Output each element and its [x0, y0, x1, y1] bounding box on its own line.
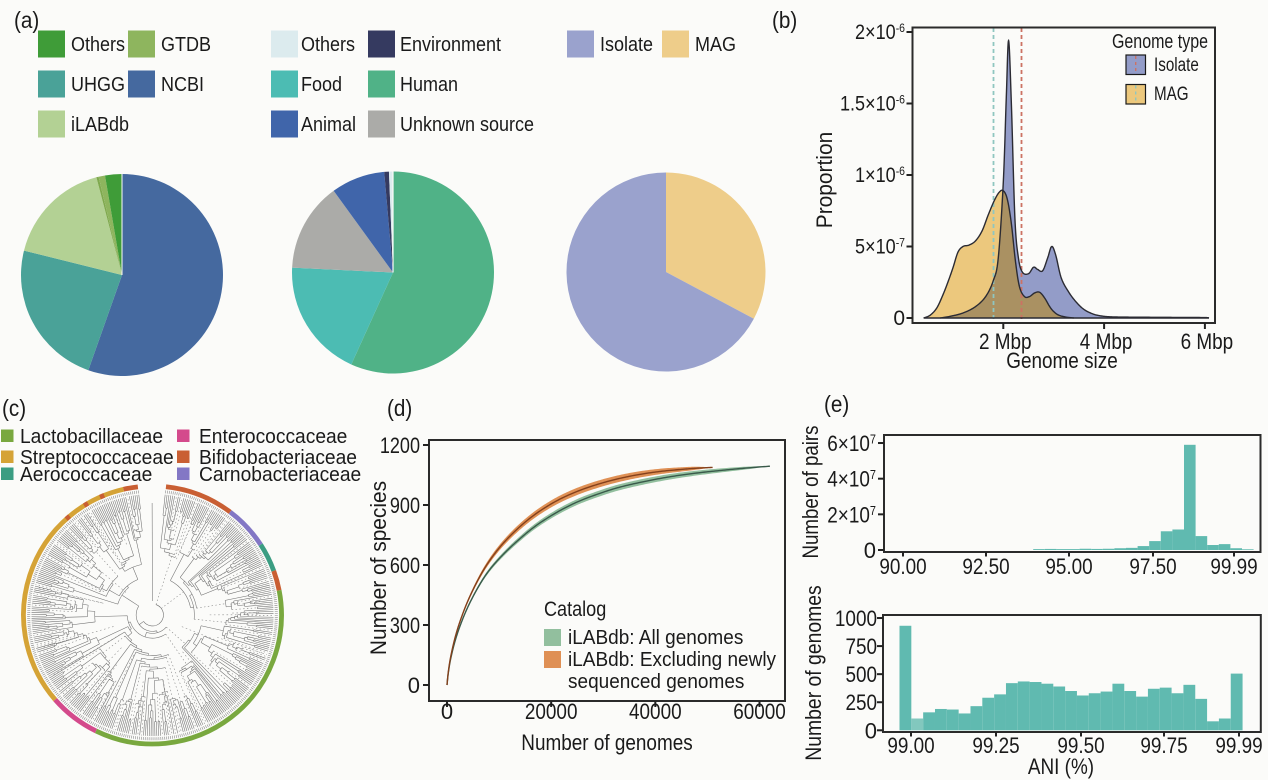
- svg-text:1×10: 1×10: [855, 164, 896, 187]
- svg-text:Catalog: Catalog: [544, 598, 606, 621]
- svg-text:(b): (b): [772, 7, 797, 33]
- svg-text:500: 500: [845, 662, 877, 687]
- svg-text:7: 7: [870, 503, 876, 518]
- svg-text:UHGG: UHGG: [71, 74, 125, 96]
- svg-text:Carnobacteriaceae: Carnobacteriaceae: [199, 464, 361, 486]
- svg-text:Genome size: Genome size: [1006, 348, 1117, 373]
- svg-text:MAG: MAG: [1154, 84, 1189, 105]
- svg-text:Others: Others: [71, 34, 125, 56]
- svg-text:(c): (c): [2, 395, 26, 421]
- svg-text:750: 750: [845, 634, 877, 659]
- svg-text:7: 7: [870, 467, 876, 482]
- svg-text:Animal: Animal: [301, 114, 356, 136]
- svg-text:sequenced genomes: sequenced genomes: [568, 671, 744, 693]
- svg-text:7: 7: [870, 432, 876, 447]
- svg-text:5×10: 5×10: [855, 236, 896, 259]
- svg-text:NCBI: NCBI: [161, 74, 204, 96]
- svg-text:95.00: 95.00: [1045, 554, 1092, 579]
- svg-text:ANI (%): ANI (%): [1028, 754, 1094, 779]
- svg-text:4×10: 4×10: [827, 467, 870, 492]
- svg-text:Lactobacillaceae: Lactobacillaceae: [20, 426, 163, 448]
- svg-text:0: 0: [441, 699, 453, 724]
- svg-text:99.00: 99.00: [887, 733, 934, 758]
- svg-text:(e): (e): [824, 391, 849, 417]
- svg-text:Isolate: Isolate: [600, 34, 653, 56]
- svg-text:Number of pairs: Number of pairs: [798, 425, 823, 558]
- svg-text:60000: 60000: [733, 699, 786, 724]
- svg-text:90.00: 90.00: [879, 554, 926, 579]
- svg-text:-7: -7: [896, 235, 906, 249]
- svg-text:6 Mbp: 6 Mbp: [1181, 329, 1234, 354]
- svg-text:Human: Human: [400, 74, 458, 96]
- svg-text:MAG: MAG: [695, 34, 736, 56]
- svg-text:-6: -6: [896, 92, 906, 106]
- svg-text:Others: Others: [301, 34, 355, 56]
- svg-text:Environment: Environment: [400, 34, 501, 56]
- svg-text:97.50: 97.50: [1129, 554, 1176, 579]
- svg-text:Proportion: Proportion: [812, 132, 837, 228]
- svg-text:Food: Food: [301, 74, 342, 96]
- svg-text:2×10: 2×10: [855, 21, 896, 44]
- svg-text:40000: 40000: [629, 699, 682, 724]
- svg-text:Streptococcaceae: Streptococcaceae: [20, 447, 174, 469]
- svg-text:99.99: 99.99: [1210, 554, 1257, 579]
- svg-text:2×10: 2×10: [827, 502, 870, 527]
- svg-text:Number of genomes: Number of genomes: [521, 730, 692, 755]
- svg-text:GTDB: GTDB: [161, 34, 211, 56]
- svg-text:99.99: 99.99: [1215, 733, 1262, 758]
- svg-text:1200: 1200: [380, 433, 420, 458]
- svg-text:99.75: 99.75: [1140, 733, 1187, 758]
- svg-text:99.25: 99.25: [972, 733, 1019, 758]
- svg-text:1.5×10: 1.5×10: [840, 93, 896, 116]
- svg-text:900: 900: [390, 493, 420, 518]
- svg-text:Aerococcaceae: Aerococcaceae: [20, 464, 152, 486]
- svg-text:0: 0: [865, 718, 877, 743]
- svg-text:(d): (d): [387, 395, 412, 421]
- svg-text:Number of genomes: Number of genomes: [801, 585, 826, 760]
- svg-text:2 Mbp: 2 Mbp: [979, 329, 1032, 354]
- svg-text:0: 0: [864, 538, 876, 563]
- svg-text:-6: -6: [896, 164, 906, 178]
- svg-text:iLABdb: Excluding newly: iLABdb: Excluding newly: [568, 649, 776, 671]
- svg-text:iLABdb: All genomes: iLABdb: All genomes: [568, 627, 743, 649]
- svg-text:6×10: 6×10: [827, 431, 870, 456]
- svg-text:Genome type: Genome type: [1112, 31, 1208, 53]
- svg-text:Bifidobacteriaceae: Bifidobacteriaceae: [199, 447, 357, 469]
- svg-text:4 Mbp: 4 Mbp: [1080, 329, 1133, 354]
- svg-text:-6: -6: [896, 21, 906, 35]
- svg-text:92.50: 92.50: [962, 554, 1009, 579]
- svg-text:Number of species: Number of species: [366, 481, 391, 655]
- svg-text:0: 0: [408, 673, 420, 698]
- svg-text:Enterococcaceae: Enterococcaceae: [199, 426, 347, 448]
- svg-text:20000: 20000: [525, 699, 578, 724]
- svg-text:iLABdb: iLABdb: [71, 114, 129, 136]
- svg-text:(a): (a): [14, 7, 39, 33]
- svg-text:1000: 1000: [835, 606, 877, 631]
- svg-text:300: 300: [390, 613, 420, 638]
- svg-text:250: 250: [845, 690, 877, 715]
- svg-text:Isolate: Isolate: [1154, 55, 1199, 76]
- svg-text:600: 600: [390, 553, 420, 578]
- svg-text:Unknown source: Unknown source: [400, 114, 534, 136]
- svg-text:99.50: 99.50: [1057, 733, 1104, 758]
- svg-text:0: 0: [893, 307, 905, 330]
